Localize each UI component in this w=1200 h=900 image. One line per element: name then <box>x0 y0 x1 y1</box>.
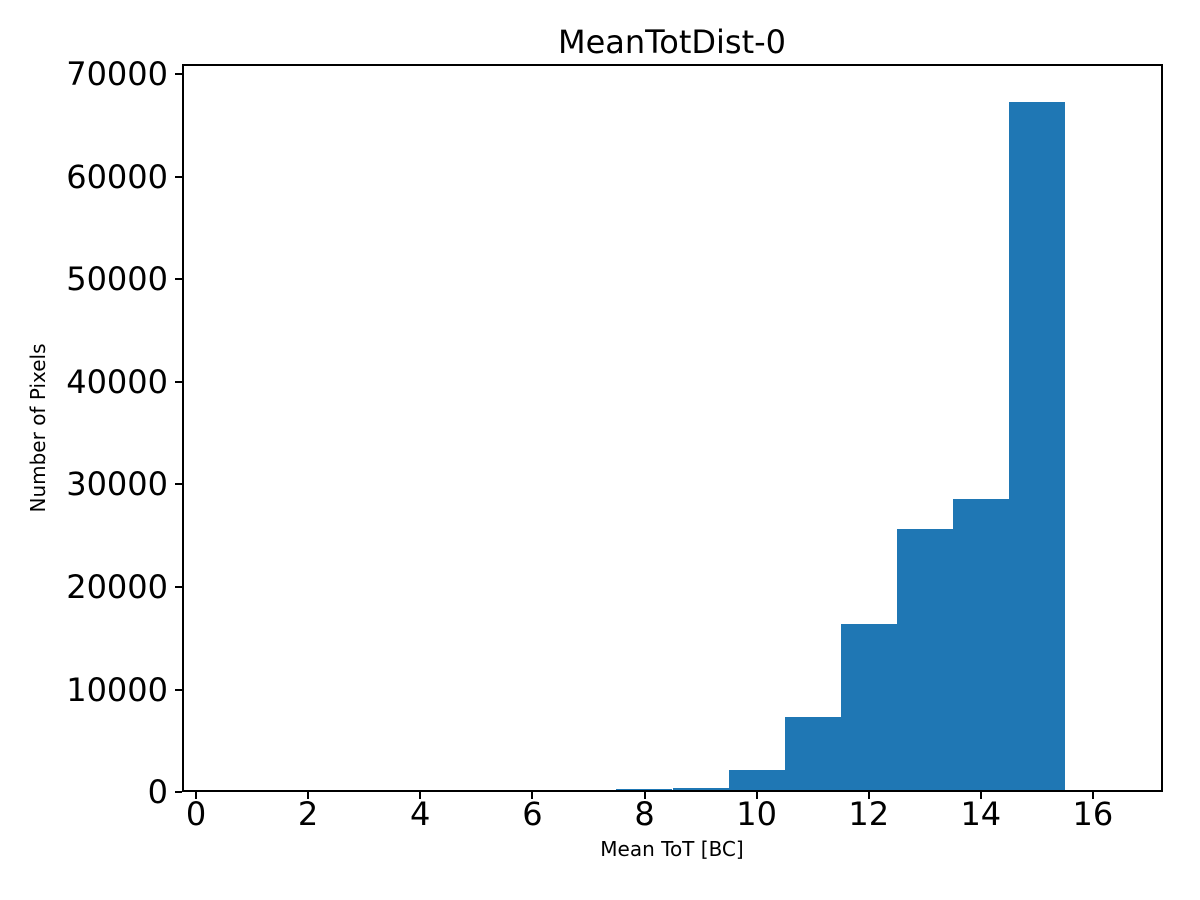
histogram-bar <box>896 529 953 792</box>
y-tick-label: 30000 <box>66 465 168 504</box>
x-tick-mark <box>531 792 534 799</box>
y-tick-label: 0 <box>147 773 168 811</box>
histogram-bar <box>728 770 785 792</box>
x-tick-label: 12 <box>848 795 890 833</box>
histogram-bar <box>672 787 729 792</box>
y-tick-mark <box>175 380 182 383</box>
x-tick-mark <box>979 792 982 799</box>
x-tick-label: 2 <box>297 795 319 833</box>
y-tick-mark <box>175 73 182 76</box>
y-tick-mark <box>175 175 182 178</box>
x-tick-label: 14 <box>960 795 1002 833</box>
y-tick-mark <box>175 688 182 691</box>
y-tick-mark <box>175 585 182 588</box>
y-tick-label: 50000 <box>66 260 168 299</box>
x-tick-label: 10 <box>736 795 777 833</box>
x-tick-mark <box>1091 792 1094 799</box>
x-tick-mark <box>867 792 870 799</box>
histogram-bar <box>840 623 897 792</box>
x-tick-mark <box>195 792 197 799</box>
y-tick-label: 60000 <box>66 157 168 196</box>
x-tick-mark <box>419 792 422 799</box>
histogram-bar <box>784 717 841 792</box>
y-tick-label: 70000 <box>66 55 168 94</box>
x-tick-label: 4 <box>410 795 431 833</box>
histogram-bar <box>1008 101 1065 792</box>
x-tick-mark <box>307 792 310 799</box>
y-tick-label: 40000 <box>66 362 168 401</box>
histogram-bar <box>952 498 1009 792</box>
x-tick-mark <box>755 792 758 799</box>
x-tick-label: 6 <box>522 795 543 833</box>
y-tick-mark <box>175 791 182 793</box>
chart-title: MeanTotDist-0 <box>557 23 787 61</box>
x-tick-label: 0 <box>185 795 207 833</box>
x-axis-label: Mean ToT [BC] <box>600 837 744 861</box>
x-tick-label: 16 <box>1072 795 1114 833</box>
y-tick-mark <box>175 278 182 281</box>
y-tick-mark <box>175 483 182 486</box>
x-tick-label: 8 <box>634 795 655 833</box>
y-tick-label: 20000 <box>66 567 168 606</box>
y-tick-label: 10000 <box>66 670 168 709</box>
x-tick-mark <box>643 792 646 799</box>
